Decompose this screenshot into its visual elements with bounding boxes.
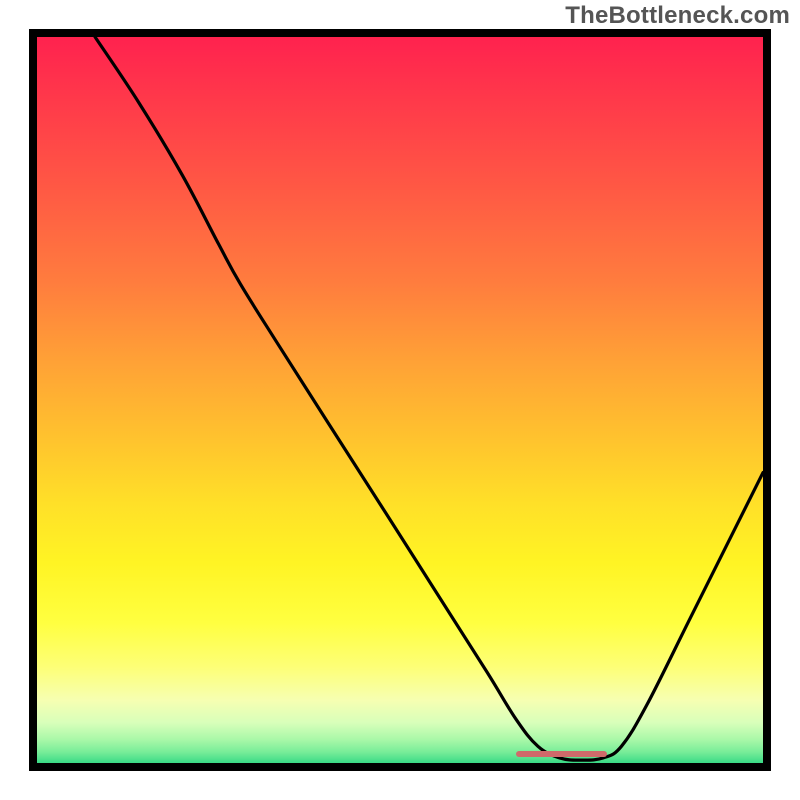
- minimum-marker: [516, 751, 607, 757]
- chart-root: { "watermark": { "text": "TheBottleneck.…: [0, 0, 800, 800]
- plot-frame: [29, 29, 771, 771]
- bottleneck-curve: [29, 29, 771, 771]
- watermark-text: TheBottleneck.com: [565, 2, 790, 30]
